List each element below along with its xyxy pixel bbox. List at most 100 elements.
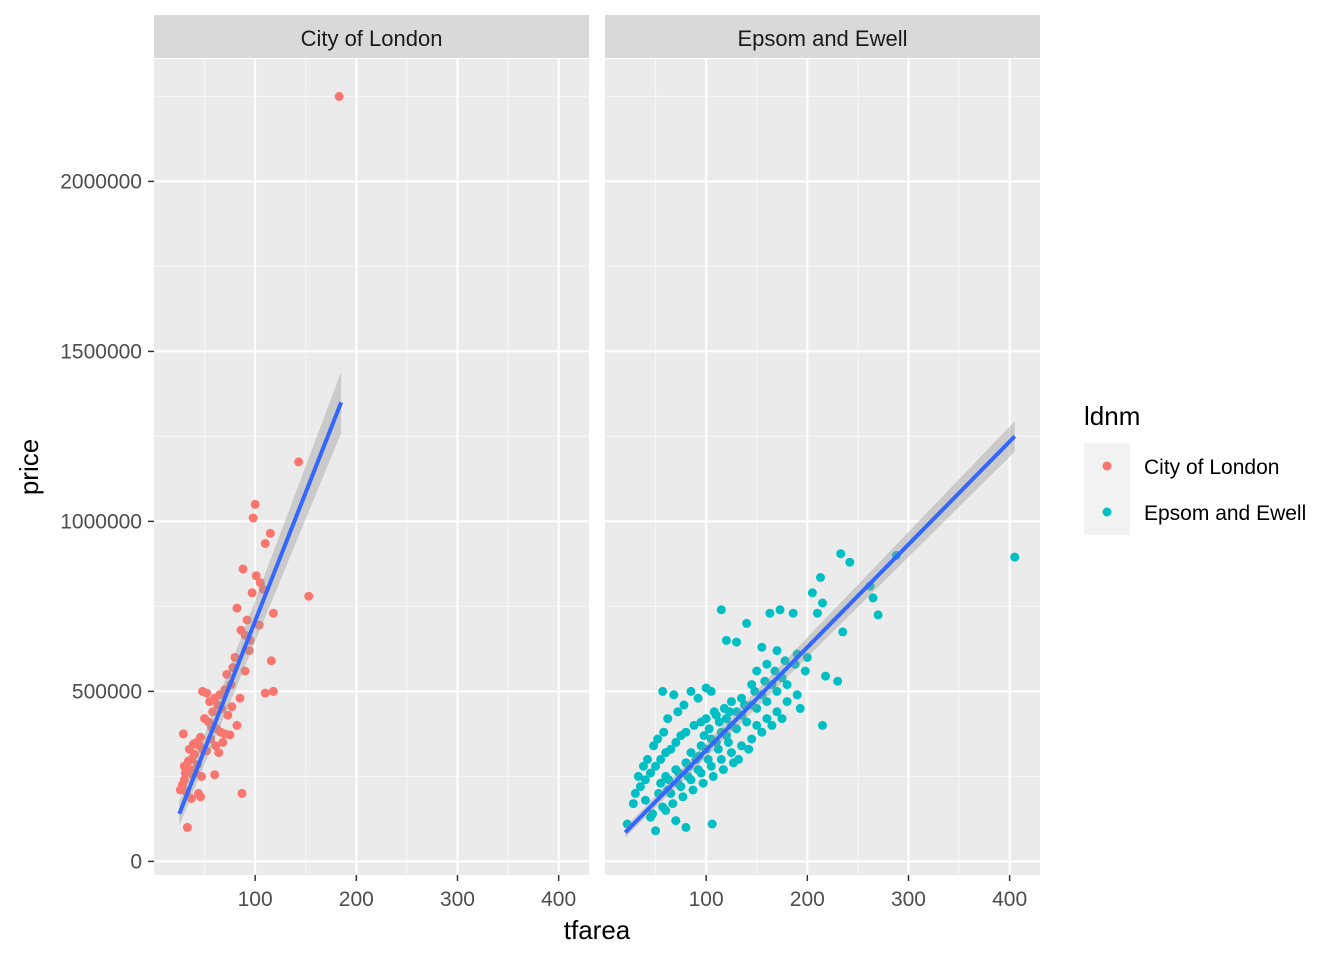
x-tick-label: 400 <box>541 888 576 911</box>
y-tick-label: 1500000 <box>60 340 142 363</box>
data-point <box>737 693 747 703</box>
y-axis: 0 500000 1000000 1500000 2000000 <box>60 170 154 873</box>
data-point <box>656 754 666 764</box>
y-tick-label: 0 <box>130 850 142 873</box>
data-point <box>716 605 726 615</box>
data-point <box>255 578 265 588</box>
data-point <box>664 775 674 785</box>
data-point <box>742 618 752 628</box>
data-point <box>772 707 782 717</box>
data-point <box>648 809 658 819</box>
facet-strip <box>605 15 1040 58</box>
data-point <box>689 720 699 730</box>
data-point <box>633 771 643 781</box>
data-point <box>706 761 716 771</box>
data-point <box>802 652 812 662</box>
data-point <box>703 754 713 764</box>
data-point <box>651 761 661 771</box>
data-point <box>242 615 252 625</box>
facet-strip-label: City of London <box>301 26 443 51</box>
data-point <box>762 697 772 707</box>
data-point <box>765 608 775 618</box>
data-point <box>845 557 855 567</box>
x-tick-label: 300 <box>440 888 475 911</box>
data-point <box>218 737 228 747</box>
data-point <box>260 688 270 698</box>
data-point <box>721 635 731 645</box>
data-point <box>334 91 344 101</box>
data-point <box>188 739 198 749</box>
data-point <box>240 666 250 676</box>
data-point <box>265 528 275 538</box>
data-point <box>225 730 235 740</box>
data-point <box>235 693 245 703</box>
data-point <box>661 748 671 758</box>
facet-strip-label: Epsom and Ewell <box>738 26 908 51</box>
data-point <box>244 646 254 656</box>
data-point <box>669 690 679 700</box>
data-point <box>772 646 782 656</box>
data-point <box>696 741 706 751</box>
data-point <box>178 729 188 739</box>
data-point <box>658 802 668 812</box>
data-point <box>718 765 728 775</box>
data-point <box>807 588 817 598</box>
data-point <box>873 610 883 620</box>
data-point <box>268 686 278 696</box>
data-point <box>767 720 777 730</box>
x-tick-label: 400 <box>992 888 1027 911</box>
data-point <box>671 816 681 826</box>
data-point <box>247 588 257 598</box>
data-point <box>782 680 792 690</box>
data-point <box>238 564 248 574</box>
data-point <box>818 598 827 608</box>
data-point <box>653 734 663 744</box>
data-point <box>1010 552 1020 562</box>
data-point <box>732 707 742 717</box>
data-point <box>714 717 724 727</box>
data-point <box>726 697 736 707</box>
data-point <box>676 731 686 741</box>
data-point <box>698 778 708 788</box>
data-point <box>762 659 772 669</box>
data-point <box>772 686 782 696</box>
data-point <box>716 754 726 764</box>
data-point <box>197 771 207 781</box>
legend-key-background <box>1084 443 1130 535</box>
x-axis-title: tfarea <box>564 915 631 945</box>
data-point <box>742 717 752 727</box>
data-point <box>251 571 261 581</box>
data-point <box>780 656 790 666</box>
data-point <box>230 652 240 662</box>
data-point <box>214 748 224 758</box>
y-tick-label: 2000000 <box>60 170 142 193</box>
data-point <box>268 608 278 618</box>
regression-line <box>623 434 1017 834</box>
data-point <box>294 457 304 467</box>
data-point <box>782 697 792 707</box>
data-point <box>744 744 754 754</box>
data-point <box>723 737 733 747</box>
data-point <box>232 603 242 613</box>
data-point <box>762 714 772 724</box>
legend-title: ldnm <box>1084 401 1140 431</box>
y-tick-label: 500000 <box>72 680 142 703</box>
data-point <box>757 642 767 652</box>
data-point <box>196 792 206 802</box>
legend-key-epsom-and-ewell <box>1102 507 1112 517</box>
data-point <box>688 785 698 795</box>
data-point <box>721 714 731 724</box>
data-point <box>706 686 716 696</box>
x-tick-label: 300 <box>891 888 926 911</box>
data-point <box>732 637 742 647</box>
data-point <box>646 768 656 778</box>
data-point <box>821 671 831 681</box>
data-point <box>752 720 762 730</box>
data-point <box>679 700 689 710</box>
x-axis: 100 200 300 400 100 200 300 400 <box>238 875 1027 911</box>
panel-background <box>154 59 589 875</box>
data-point <box>693 765 703 775</box>
regression-line <box>177 401 344 815</box>
y-tick-label: 1000000 <box>60 510 142 533</box>
panel-city-of-london: City of London <box>154 15 589 875</box>
